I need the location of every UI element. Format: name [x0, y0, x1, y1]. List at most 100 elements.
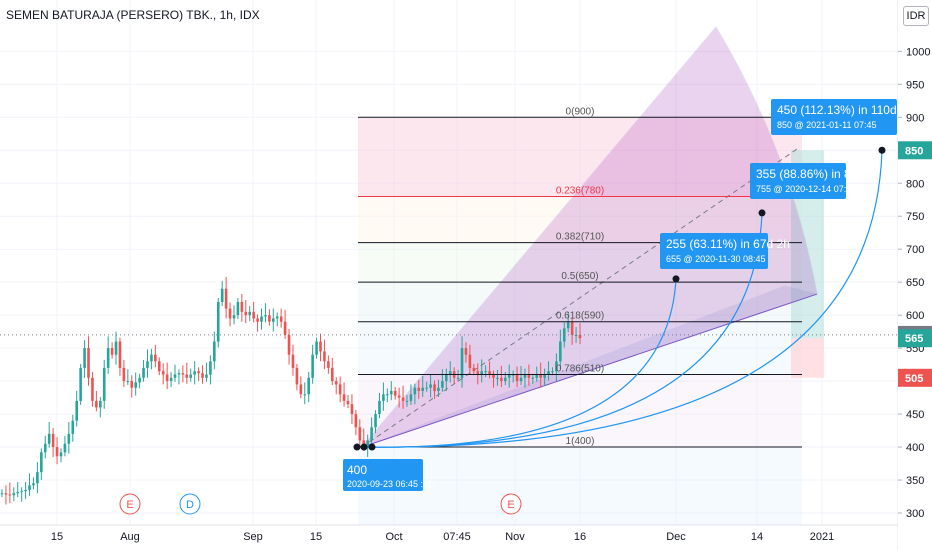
candle	[283, 321, 287, 335]
candle	[480, 371, 484, 375]
event-marker[interactable]	[119, 493, 141, 515]
time-tick-label: 07:45	[443, 531, 471, 543]
projection-lines[interactable]	[353, 146, 886, 451]
candle	[378, 400, 381, 415]
candle	[150, 354, 153, 362]
price-marker-label: 850	[905, 145, 923, 157]
candle	[161, 371, 165, 375]
event-marker[interactable]	[179, 493, 201, 515]
candle	[240, 301, 244, 312]
candle	[500, 377, 503, 382]
candle	[51, 433, 55, 448]
candle	[24, 489, 27, 492]
gann-fan	[360, 26, 818, 449]
candle	[106, 348, 110, 368]
candle	[256, 318, 259, 322]
fib-level-label: 0.5(650)	[561, 271, 598, 282]
candle	[484, 371, 487, 373]
anchor-point[interactable]	[353, 443, 361, 451]
fib-level-label: 0.618(590)	[556, 311, 604, 322]
candle	[291, 354, 295, 368]
candle	[12, 493, 16, 496]
candle	[413, 387, 417, 395]
projection-point[interactable]	[758, 209, 766, 217]
projection-sub: 655 @ 2020-11-30 08:45	[666, 254, 766, 264]
price-marker[interactable]	[898, 141, 932, 160]
candle	[20, 491, 23, 493]
candle	[515, 374, 519, 382]
time-tick-label: Sep	[243, 531, 263, 543]
time-axis[interactable]: 15 Aug Sep 15 Oct 07:45 Nov 16 Dec 14 2021	[0, 524, 898, 543]
candle	[260, 316, 263, 322]
price-tick-label: 900	[906, 112, 924, 124]
candle	[370, 427, 373, 441]
projection-sub: 850 @ 2021-01-11 07:45	[777, 120, 877, 130]
fib-zone	[358, 117, 802, 197]
price-marker-label: 505	[905, 373, 923, 385]
candle	[519, 377, 523, 382]
candle	[523, 374, 527, 378]
candle	[476, 371, 480, 375]
price-marker[interactable]	[898, 329, 932, 348]
candle	[79, 367, 82, 401]
currency-button[interactable]: IDR	[903, 6, 929, 26]
candle	[59, 452, 63, 457]
candle	[555, 361, 558, 372]
candle	[287, 334, 291, 355]
event-label: E	[126, 499, 133, 511]
candle	[275, 316, 279, 319]
candle	[578, 334, 582, 339]
fib-level-label: 1(400)	[566, 436, 595, 447]
candle	[75, 400, 79, 421]
price-tick-label: 1000	[906, 46, 930, 58]
fib-retracement[interactable]: 0(900) 0.236(780) 0.382(710) 0.5(650) 0.618(…	[358, 106, 802, 448]
time-tick-label: Nov	[505, 531, 525, 543]
time-tick-label: 2021	[810, 531, 834, 543]
projection-labels: 255 (63.11%) in 67d 2h 655 @ 2020-11-30 0…	[343, 99, 913, 491]
anchor-point[interactable]	[368, 443, 376, 451]
fib-level-label: 0.382(710)	[556, 232, 604, 243]
fan-median	[361, 146, 801, 448]
projection-point[interactable]	[672, 275, 680, 283]
projection-arc[interactable]	[361, 150, 883, 448]
candle	[0, 493, 4, 495]
time-tick-label: Dec	[666, 531, 686, 543]
projection-point[interactable]	[878, 146, 886, 154]
fan-area-lower	[362, 285, 817, 448]
candle	[295, 367, 299, 385]
candle	[559, 341, 562, 362]
candle	[464, 348, 468, 355]
anchor-point[interactable]	[360, 443, 368, 451]
price-marker[interactable]	[898, 368, 932, 387]
candle	[527, 374, 531, 378]
candle	[138, 377, 141, 383]
candle	[55, 447, 59, 457]
candle	[43, 443, 47, 453]
candle	[47, 433, 51, 444]
candle	[311, 354, 314, 378]
candle	[173, 374, 177, 378]
candle	[279, 316, 283, 322]
candle	[468, 354, 472, 368]
candle	[401, 397, 405, 401]
fan-edge	[361, 293, 818, 448]
candle	[63, 443, 67, 453]
candle	[28, 485, 31, 490]
price-tick-label: 800	[906, 178, 924, 190]
candle	[346, 400, 350, 405]
candle	[154, 354, 157, 362]
projection-arc[interactable]	[361, 212, 763, 448]
candle	[382, 394, 385, 401]
candle	[220, 288, 224, 302]
candle	[338, 384, 342, 395]
candle	[32, 483, 35, 486]
candle	[460, 348, 464, 378]
candle	[87, 348, 90, 378]
event-marker[interactable]	[500, 493, 522, 515]
candle	[354, 414, 358, 428]
candle	[91, 377, 94, 401]
price-tick-label: 600	[906, 310, 924, 322]
